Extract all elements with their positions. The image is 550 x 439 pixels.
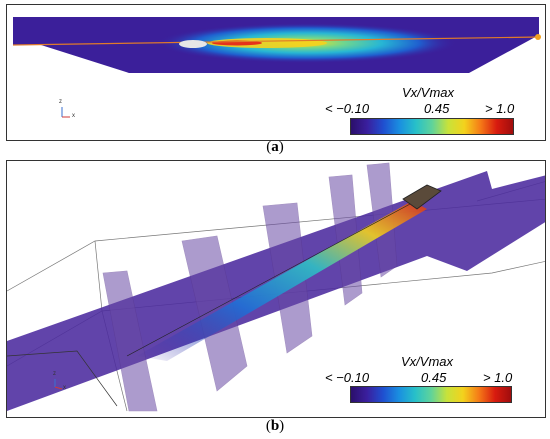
colorbar-title: Vx/Vmax xyxy=(401,354,454,369)
axis-x-label: x xyxy=(63,385,66,391)
colorbar xyxy=(350,386,512,403)
panel-b-3d-flow-field xyxy=(7,162,545,412)
caption-b: (b) xyxy=(265,418,285,434)
panel-b-figure: z x Vx/Vmax < −0.10 0.45 > 1.0 xyxy=(6,160,546,418)
vessel-object xyxy=(179,40,207,48)
colorbar-mid-label: 0.45 xyxy=(424,101,450,116)
axis-z-label: z xyxy=(53,371,56,377)
colorbar-title: Vx/Vmax xyxy=(402,85,455,100)
axis-x-label: x xyxy=(72,113,75,119)
axis-z-label: z xyxy=(59,99,62,105)
colorbar-min-label: < −0.10 xyxy=(325,370,370,385)
panel-a-flow-field xyxy=(12,17,541,118)
colorbar-max-label: > 1.0 xyxy=(485,101,515,116)
vessel-object xyxy=(402,184,442,210)
jet-axis xyxy=(126,202,413,357)
shaft-line xyxy=(12,36,540,46)
panel-a-figure: z x Vx/Vmax < −0.10 0.45 > 1.0 xyxy=(6,4,546,141)
colorbar-min-label: < −0.10 xyxy=(325,101,370,116)
section-plane-1 xyxy=(102,270,158,412)
jet-plume xyxy=(137,201,427,361)
colorbar-max-label: > 1.0 xyxy=(483,370,513,385)
caption-a: (a) xyxy=(266,139,284,155)
colorbar xyxy=(350,118,514,135)
colorbar-mid-label: 0.45 xyxy=(421,370,447,385)
end-point-marker xyxy=(535,34,541,40)
axis-x-line xyxy=(54,386,63,390)
